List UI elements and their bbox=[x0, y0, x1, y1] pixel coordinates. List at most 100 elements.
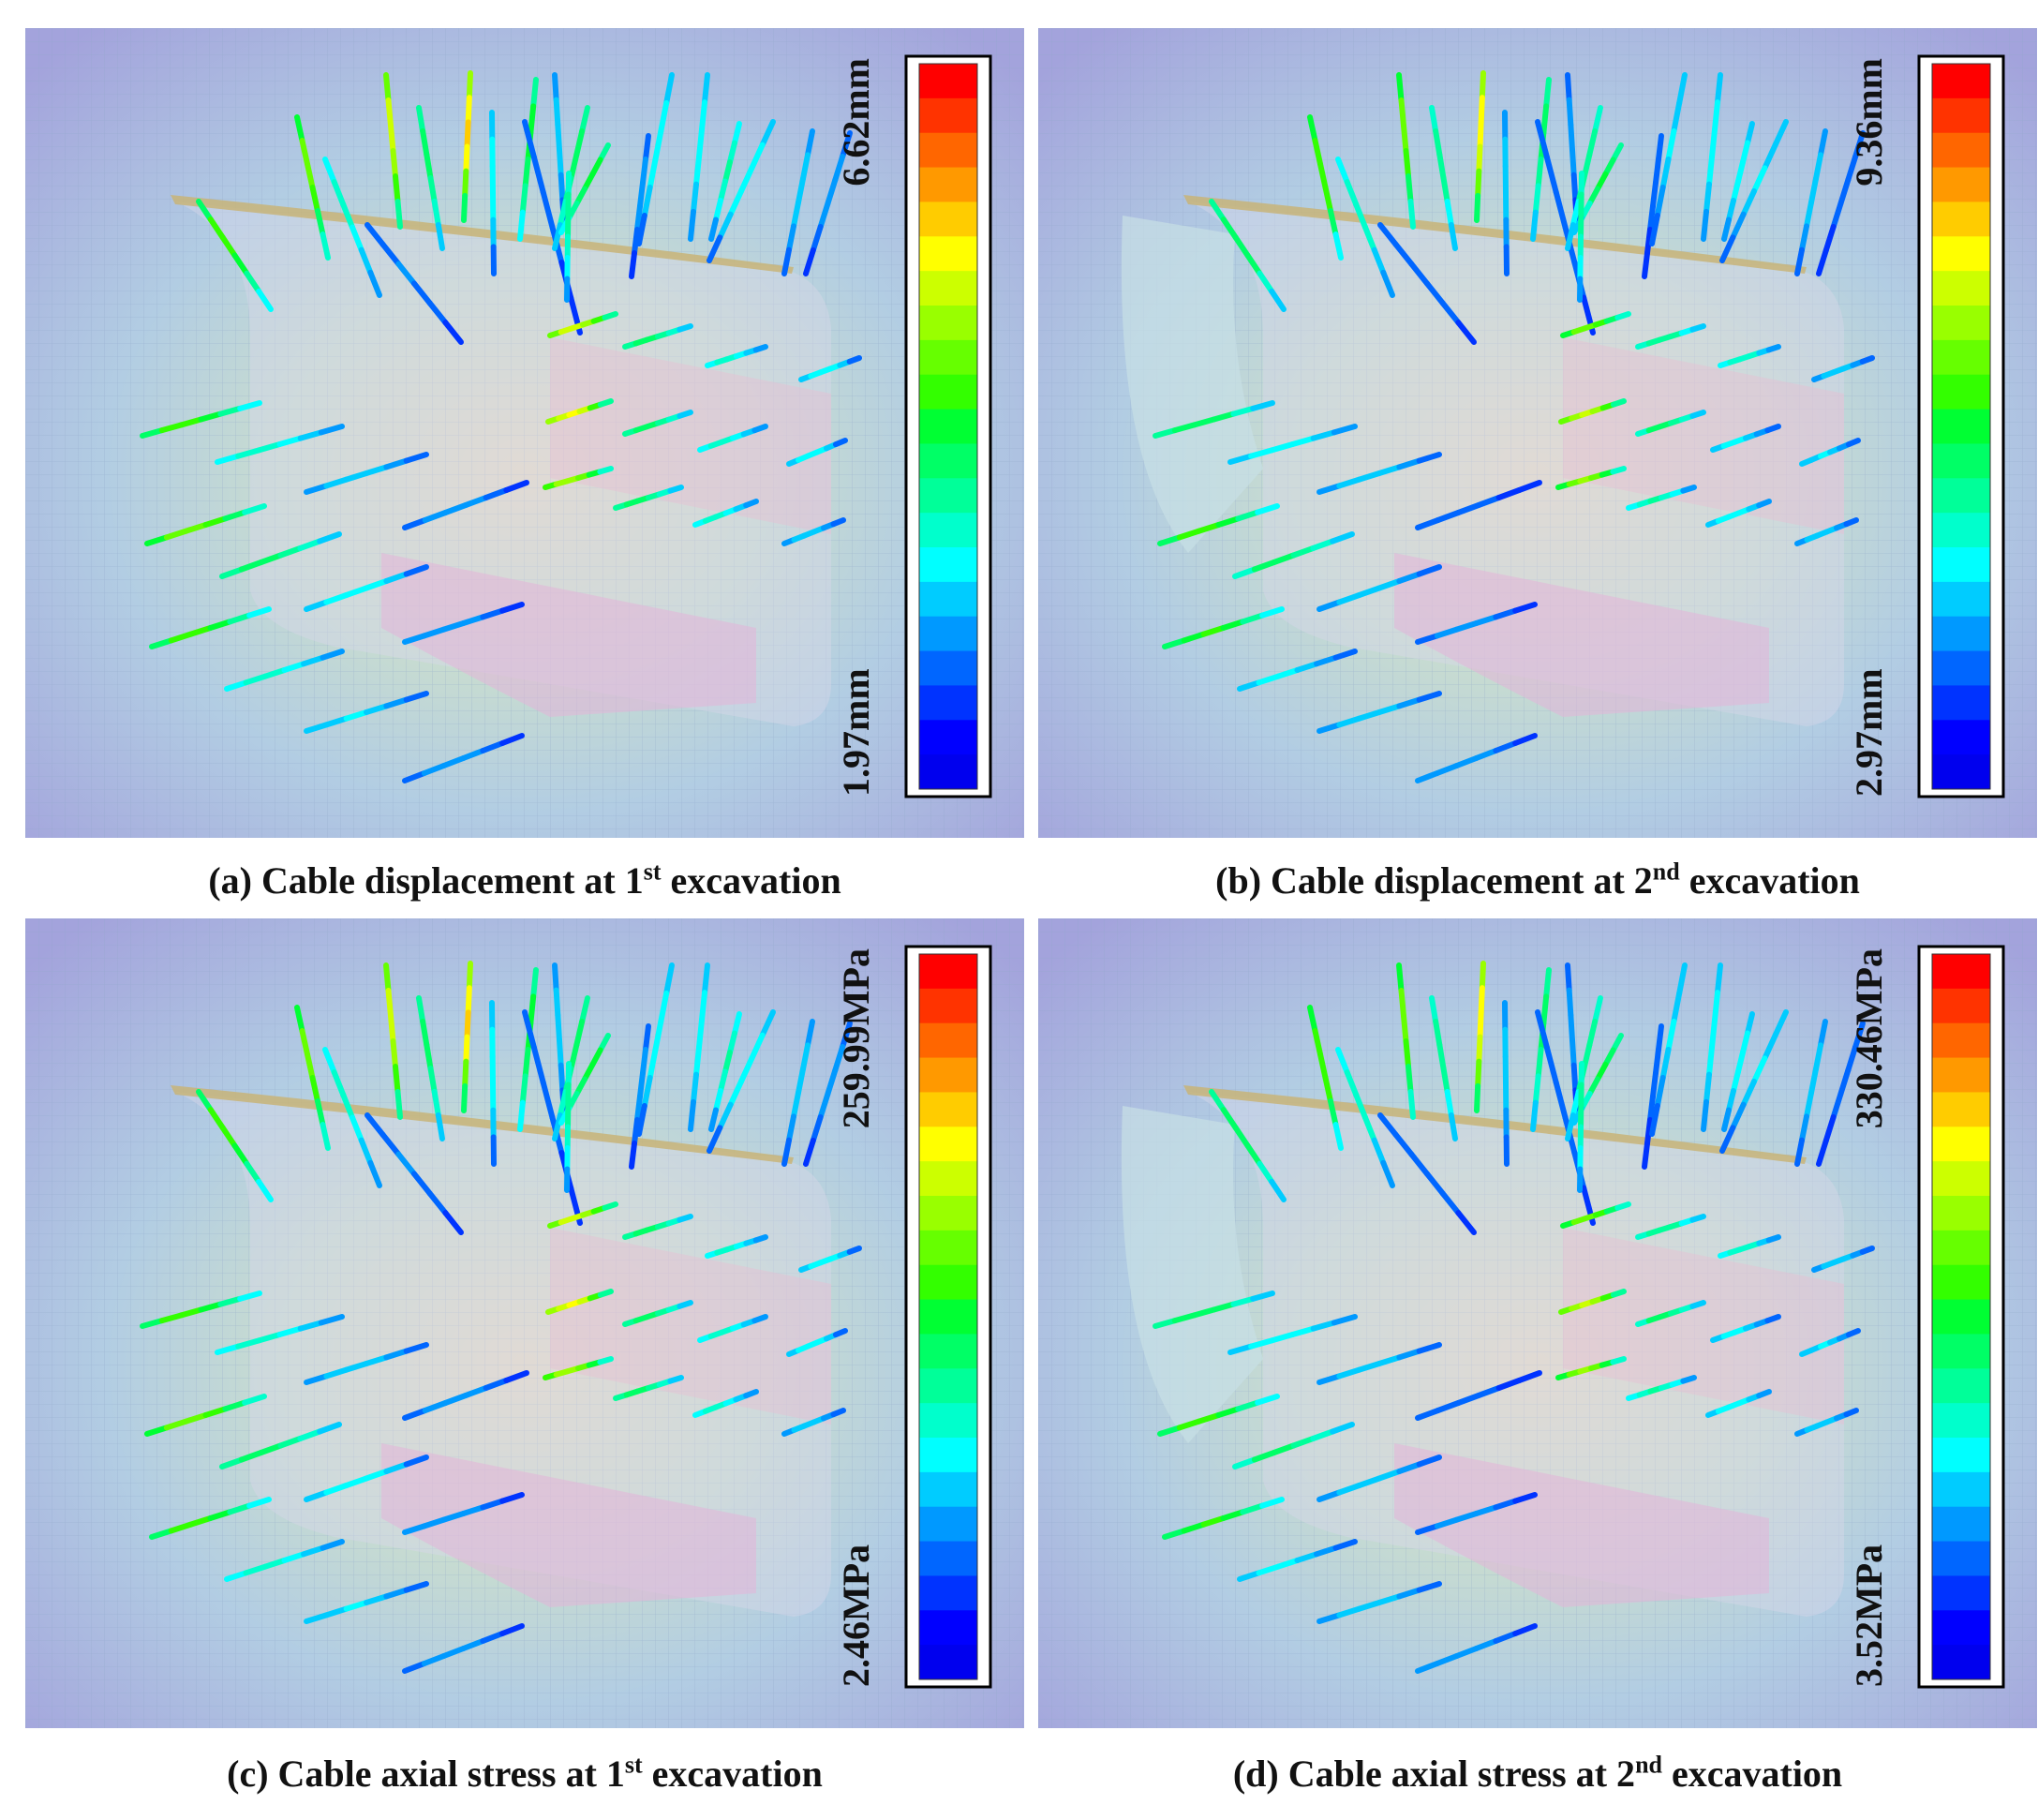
cable-segment bbox=[1676, 962, 1688, 996]
cable-segment bbox=[460, 1638, 486, 1651]
cable bbox=[1317, 691, 1442, 734]
cable-segment bbox=[1310, 538, 1336, 551]
cable-segment bbox=[323, 592, 350, 605]
cable-segment bbox=[343, 1600, 369, 1612]
cable-segment bbox=[1251, 1450, 1277, 1463]
cable bbox=[1794, 517, 1859, 546]
cable-segment bbox=[1191, 416, 1217, 428]
cable-segment bbox=[256, 1178, 274, 1202]
cavern-crown-edge bbox=[1183, 195, 1807, 274]
cable-segment bbox=[707, 234, 723, 263]
cable-segment bbox=[558, 1062, 566, 1094]
cable bbox=[781, 1408, 846, 1437]
legend-color-step bbox=[919, 409, 977, 444]
cable-segment bbox=[431, 1089, 441, 1118]
cable-segment bbox=[1816, 1138, 1829, 1167]
cable-segment bbox=[1512, 1623, 1538, 1636]
cable bbox=[140, 1290, 262, 1329]
cable-segment bbox=[1220, 1107, 1239, 1131]
cable-segment bbox=[696, 127, 705, 160]
cable-segment bbox=[158, 422, 185, 434]
cable-segment bbox=[1614, 311, 1631, 321]
cable-segment bbox=[1610, 466, 1627, 475]
cable-segment bbox=[464, 119, 471, 150]
cable-segment bbox=[629, 1141, 637, 1170]
cable-segment bbox=[390, 1038, 398, 1069]
cavern-floor-zone bbox=[381, 1443, 756, 1607]
cable-segment bbox=[1642, 1141, 1650, 1170]
cable-segment bbox=[317, 531, 342, 545]
cable-segment bbox=[727, 140, 737, 165]
cable bbox=[629, 1023, 651, 1170]
cable-segment bbox=[1731, 178, 1741, 203]
cable-segment bbox=[1830, 201, 1844, 230]
cable bbox=[1415, 733, 1538, 783]
cable-segment bbox=[440, 755, 467, 768]
cable-segment bbox=[178, 416, 204, 428]
cable-segment bbox=[1416, 1455, 1442, 1468]
cable-segment bbox=[517, 1099, 526, 1132]
legend-color-step bbox=[919, 1161, 977, 1197]
caption-d: (d) Cable axial stress at 2nd excavation bbox=[1038, 1751, 2037, 1798]
cable-segment bbox=[663, 962, 675, 996]
legend-color-step bbox=[1932, 478, 1990, 514]
cable-segment bbox=[1730, 1101, 1747, 1131]
cable bbox=[149, 1497, 272, 1540]
cable-segment bbox=[1314, 1544, 1339, 1558]
cable-segment bbox=[1336, 1605, 1362, 1619]
cable-segment bbox=[691, 181, 699, 215]
cable-segment bbox=[1569, 147, 1577, 178]
cable bbox=[1555, 1356, 1627, 1380]
cable-segment bbox=[276, 1325, 304, 1337]
legend-color-step bbox=[1932, 513, 1990, 548]
legend-color-step bbox=[919, 1438, 977, 1473]
cable-segment bbox=[552, 1112, 563, 1141]
cable bbox=[564, 171, 572, 303]
cable bbox=[1474, 70, 1486, 223]
caption-b-text: (b) Cable displacement at 2 bbox=[1215, 859, 1653, 902]
cable-segment bbox=[178, 1306, 204, 1319]
cable-segment bbox=[1586, 128, 1599, 157]
cable-segment bbox=[323, 476, 350, 489]
cable-segment bbox=[1403, 148, 1411, 179]
cable bbox=[1317, 1455, 1442, 1502]
caption-a: (a) Cable displacement at 1st excavation bbox=[25, 858, 1024, 904]
legend-color-step bbox=[1932, 988, 1990, 1024]
cable-segment bbox=[540, 1080, 556, 1121]
cable-segment bbox=[1765, 344, 1781, 353]
cable-segment bbox=[528, 993, 537, 1026]
cable bbox=[1705, 499, 1772, 528]
cable-segment bbox=[364, 222, 386, 247]
cable-segment bbox=[420, 1019, 430, 1048]
cable bbox=[140, 400, 262, 439]
caption-a-text: (a) Cable displacement at 1 bbox=[208, 859, 644, 902]
caption-d-suffix: excavation bbox=[1661, 1753, 1843, 1795]
cable-segment bbox=[1473, 614, 1499, 626]
cable-segment bbox=[667, 1375, 684, 1384]
cable-segment bbox=[718, 1068, 728, 1094]
cable bbox=[1502, 1000, 1510, 1167]
cable-segment bbox=[568, 152, 580, 181]
cable-segment bbox=[1721, 216, 1732, 242]
legend-color-step bbox=[919, 513, 977, 548]
cable-segment bbox=[358, 1137, 374, 1166]
cable-segment bbox=[168, 631, 194, 644]
cable-segment bbox=[517, 209, 526, 242]
cable-segment bbox=[791, 1090, 801, 1120]
cable-segment bbox=[1495, 1378, 1523, 1391]
legend-max-label: 9.36mm bbox=[1848, 58, 1890, 186]
cavern-crown-edge bbox=[171, 1085, 794, 1164]
cable-segment bbox=[1396, 1587, 1422, 1600]
cable-segment bbox=[395, 1151, 417, 1177]
cable-segment bbox=[322, 157, 337, 186]
cable-segment bbox=[258, 1442, 284, 1455]
legend-max-label: 259.99MPa bbox=[835, 948, 877, 1128]
cable-segment bbox=[1543, 967, 1552, 1000]
legend-color-step bbox=[919, 339, 977, 376]
cable-segment bbox=[219, 1456, 245, 1469]
panel-d: 330.46MPa 3.52MPa bbox=[1038, 918, 2037, 1728]
cable-segment bbox=[1473, 1504, 1499, 1516]
cable-segment bbox=[759, 119, 776, 148]
cable-segment bbox=[752, 344, 768, 353]
cable bbox=[219, 1422, 342, 1469]
